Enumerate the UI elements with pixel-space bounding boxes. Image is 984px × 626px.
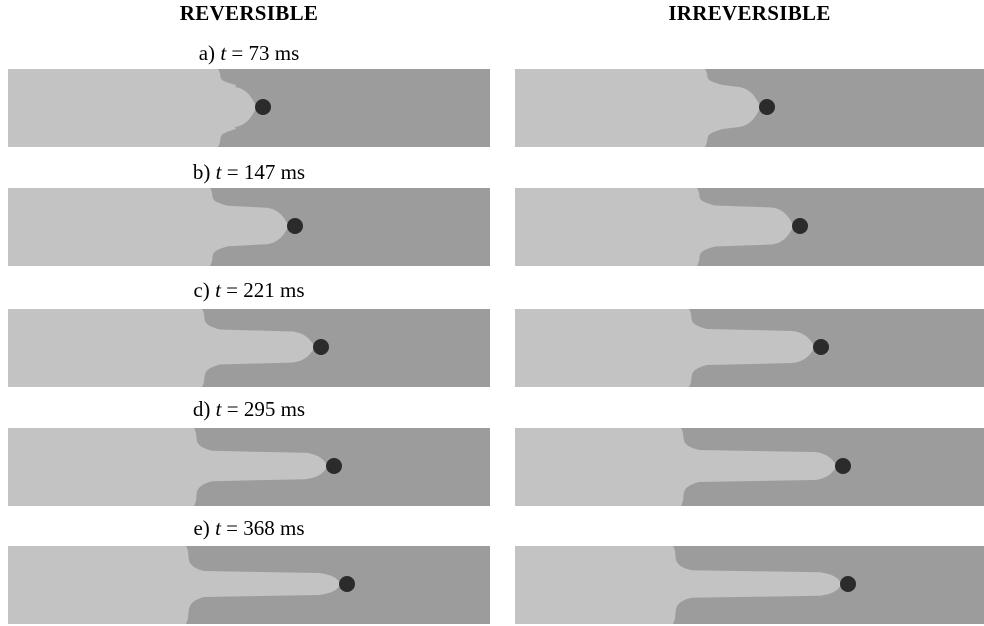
frame-caption-b: b) t = 147 ms (8, 157, 490, 187)
particle (840, 576, 856, 592)
time-unit: ms (280, 160, 306, 184)
time-variable: t (215, 397, 222, 421)
irreversible-column-title: IRREVERSIBLE (668, 1, 831, 25)
injected-fluid-finger (8, 69, 257, 147)
particle (326, 458, 342, 474)
time-variable: t (215, 516, 221, 540)
time-variable: t (215, 278, 221, 302)
frame-caption-e: e) t = 368 ms (8, 513, 490, 543)
time-value: 73 (248, 41, 270, 65)
irreversible-simulation-frame-b (515, 188, 984, 266)
frame-label: e) (193, 516, 210, 540)
equals-sign: = (220, 278, 244, 302)
particle (255, 99, 271, 115)
time-unit: ms (280, 397, 306, 421)
injected-fluid-finger (8, 546, 341, 624)
frame-label: d) (192, 397, 211, 421)
equals-sign: = (221, 397, 244, 421)
frame-caption-d: d) t = 295 ms (8, 394, 490, 424)
time-value: 368 (243, 516, 275, 540)
frame-label: b) (192, 160, 211, 184)
frame-caption-c: c) t = 221 ms (8, 275, 490, 305)
time-variable: t (220, 41, 227, 65)
reversible-simulation-frame-d (8, 428, 490, 506)
reversible-simulation-frame-e (8, 546, 490, 624)
injected-fluid-finger (8, 309, 315, 387)
time-value: 147 (243, 160, 276, 184)
particle (792, 218, 808, 234)
reversible-simulation-frame-b (8, 188, 490, 266)
frame-caption-a: a) t = 73 ms (8, 38, 490, 68)
equals-sign: = (220, 516, 244, 540)
injected-fluid-finger (515, 428, 837, 506)
particle (287, 218, 303, 234)
particle (813, 339, 829, 355)
particle (759, 99, 775, 115)
injected-fluid-finger (515, 546, 842, 624)
equals-sign: = (221, 160, 244, 184)
reversible-column-title: REVERSIBLE (179, 1, 319, 25)
injected-fluid-finger (515, 188, 794, 266)
irreversible-simulation-frame-c (515, 309, 984, 387)
injected-fluid-finger (8, 188, 289, 266)
particle (835, 458, 851, 474)
injected-fluid-finger (515, 69, 761, 147)
injected-fluid-finger (8, 428, 328, 506)
particle (313, 339, 329, 355)
irreversible-simulation-frame-a (515, 69, 984, 147)
reversible-simulation-frame-c (8, 309, 490, 387)
reversible-simulation-frame-a (8, 69, 490, 147)
equals-sign: = (226, 41, 249, 65)
irreversible-simulation-frame-e (515, 546, 984, 624)
time-unit: ms (280, 278, 305, 302)
injected-fluid-finger (515, 309, 815, 387)
time-variable: t (215, 160, 222, 184)
time-unit: ms (274, 41, 300, 65)
particle (339, 576, 355, 592)
time-value: 221 (243, 278, 275, 302)
time-unit: ms (280, 516, 305, 540)
time-value: 295 (243, 397, 276, 421)
frame-label: a) (198, 41, 216, 65)
frame-label: c) (193, 278, 210, 302)
irreversible-simulation-frame-d (515, 428, 984, 506)
